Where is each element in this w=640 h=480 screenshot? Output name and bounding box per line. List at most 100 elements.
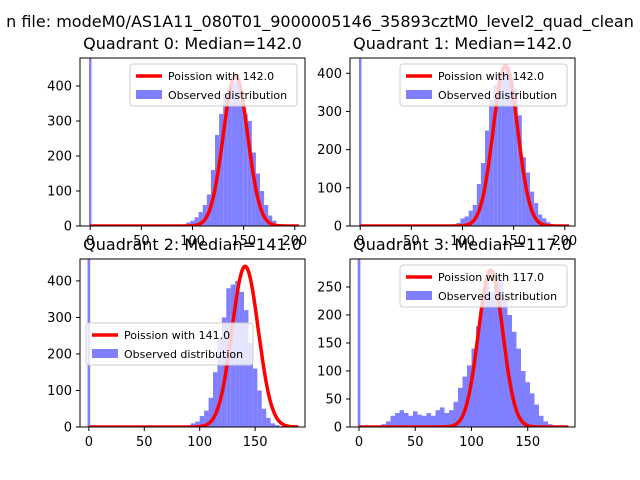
x-tick-label: 0: [86, 234, 94, 249]
y-tick-label: 400: [317, 67, 342, 82]
legend-bar-swatch: [136, 90, 162, 99]
histogram-bar: [431, 415, 436, 427]
histogram-bar: [235, 79, 240, 226]
histogram-bar: [468, 210, 473, 226]
panel-title: Quadrant 3: Median=117.0: [353, 235, 572, 254]
x-tick-label: 100: [459, 435, 484, 450]
histogram-bar-zero: [89, 58, 92, 226]
histogram-bar: [521, 371, 526, 427]
histogram-bar-zero: [357, 259, 361, 427]
histogram-bar: [501, 75, 506, 226]
y-tick-label: 300: [47, 115, 72, 130]
x-tick-label: 150: [243, 435, 268, 450]
legend-box: [85, 322, 254, 366]
panel-title: Quadrant 1: Median=142.0: [353, 34, 572, 53]
legend-bar-label: Observed distribution: [438, 89, 557, 102]
figure-suptitle: n file: modeM0/AS1A11_080T01_9000005146_…: [6, 12, 634, 32]
legend-bar-swatch: [406, 90, 432, 99]
legend: Poission with 141.0 Observed distribution: [85, 322, 254, 366]
histogram-bar: [395, 413, 400, 427]
histogram-bar: [539, 415, 544, 427]
y-tick-label: 250: [317, 281, 342, 296]
y-tick-label: 200: [47, 347, 72, 362]
histogram-bar: [449, 410, 454, 427]
histogram-bar: [513, 88, 518, 226]
plot-area: [359, 58, 569, 226]
histogram-bar: [534, 203, 539, 226]
y-tick-label: 0: [64, 220, 72, 235]
histogram-bar: [223, 93, 228, 226]
y-tick-label: 0: [334, 421, 342, 436]
histogram-bar: [464, 216, 469, 226]
histogram-bar: [422, 415, 427, 427]
x-tick-label: 150: [515, 435, 540, 450]
histogram-bar: [199, 416, 205, 427]
histogram-bar: [247, 121, 252, 226]
histogram-bar: [512, 331, 517, 427]
legend-line-label: Poission with 141.0: [124, 329, 230, 342]
x-tick-label: 0: [85, 435, 93, 450]
x-tick-label: 200: [552, 234, 577, 249]
x-tick-label: 100: [187, 435, 212, 450]
histogram-bar: [399, 410, 404, 427]
histogram-bar: [505, 65, 510, 226]
y-tick-label: 300: [317, 105, 342, 120]
histogram-bar: [195, 421, 200, 427]
histogram-bar: [264, 205, 269, 226]
histogram-bar-zero: [359, 58, 362, 226]
legend: Poission with 142.0 Observed distribution: [399, 63, 568, 107]
panel-title: Quadrant 2: Median=141.0: [83, 235, 302, 254]
legend-bar-label: Observed distribution: [168, 89, 287, 102]
panel-2: 0 50 100 150 0 100 200 300 400 Quadrant 2: Median…: [47, 235, 306, 450]
y-tick-label: 300: [47, 311, 72, 326]
y-tick-label: 400: [47, 274, 72, 289]
poisson-curve: [360, 63, 569, 226]
histogram-bar: [476, 184, 481, 226]
y-tick-label: 150: [317, 337, 342, 352]
y-tick-label: 50: [325, 393, 342, 408]
legend-bar-label: Observed distribution: [438, 290, 557, 303]
legend-line-label: Poission with 117.0: [438, 271, 544, 284]
legend-bar-swatch: [406, 291, 432, 300]
x-tick-label: 50: [407, 435, 424, 450]
histogram-bar: [231, 82, 236, 226]
histogram-bar: [266, 417, 271, 427]
histogram-bar: [190, 220, 195, 226]
histogram-bar: [516, 348, 521, 427]
histogram-bar: [497, 73, 502, 226]
y-tick-label: 100: [47, 384, 72, 399]
histogram-bar: [219, 114, 224, 226]
legend: Poission with 117.0 Observed distribution: [399, 264, 568, 308]
histogram-bar: [239, 100, 244, 226]
legend: Poission with 142.0 Observed distribution: [129, 63, 298, 107]
histogram-bar: [417, 414, 422, 427]
histogram-bar: [251, 152, 256, 226]
legend-bar-label: Observed distribution: [124, 348, 243, 361]
y-tick-label: 100: [317, 365, 342, 380]
histogram-bar: [462, 376, 467, 427]
histogram-bar: [509, 77, 514, 226]
histogram-bar: [426, 413, 431, 427]
y-tick-label: 200: [317, 143, 342, 158]
histogram-bar: [404, 413, 409, 427]
y-tick-label: 400: [47, 80, 72, 95]
histogram-bar: [213, 372, 218, 427]
histogram-bar: [257, 390, 262, 427]
histogram-bar: [208, 397, 214, 427]
histogram-bar: [453, 401, 458, 427]
histogram-bar: [204, 410, 209, 427]
legend-box: [399, 63, 568, 107]
legend-line-label: Poission with 142.0: [438, 70, 544, 83]
histogram-bar: [408, 415, 413, 427]
y-tick-label: 0: [334, 220, 342, 235]
y-tick-label: 100: [47, 185, 72, 200]
histogram-bar: [386, 421, 391, 427]
histogram-bar: [217, 339, 222, 427]
legend-box: [129, 63, 298, 107]
histogram-bar: [202, 205, 207, 226]
histogram-bar: [198, 212, 203, 226]
histogram-bar: [517, 115, 522, 226]
histogram-bar: [534, 404, 539, 427]
histogram-bar: [460, 218, 465, 226]
histogram-bar: [248, 343, 253, 427]
